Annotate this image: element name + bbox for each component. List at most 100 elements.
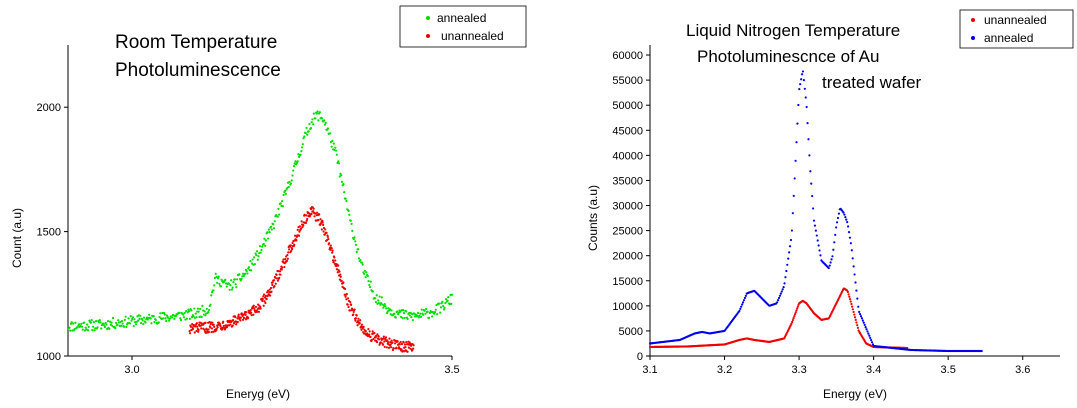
left-point-annealed — [442, 304, 445, 308]
right-point-annealed — [809, 170, 812, 173]
left-point-annealed — [430, 315, 434, 318]
left-point-annealed — [80, 325, 84, 328]
left-point-unannealed — [349, 300, 352, 304]
left-point-annealed — [381, 303, 384, 306]
left-point-unannealed — [209, 326, 212, 329]
left-point-unannealed — [409, 347, 412, 350]
left-point-annealed — [162, 317, 165, 320]
left-point-annealed — [354, 243, 358, 246]
right-point-annealed — [830, 258, 833, 261]
left-point-unannealed — [216, 326, 219, 329]
right-point-annealed — [814, 229, 817, 232]
right-y-ticks: 0 5000 10000 15000 20000 25000 30000 35000 40000… — [612, 50, 650, 363]
left-point-unannealed — [235, 323, 238, 326]
left-point-unannealed — [296, 228, 299, 231]
left-point-annealed — [123, 325, 126, 328]
right-point-annealed — [811, 194, 814, 198]
left-point-annealed — [141, 319, 144, 322]
right-point-annealed — [851, 257, 854, 260]
left-point-annealed — [235, 286, 238, 289]
left-point-annealed — [434, 308, 437, 311]
right-y-tick-label: 30000 — [612, 201, 643, 213]
right-point-annealed — [808, 154, 811, 157]
left-point-annealed — [255, 250, 259, 253]
left-point-unannealed — [321, 221, 324, 224]
left-point-annealed — [443, 306, 446, 309]
left-point-unannealed — [402, 341, 405, 344]
left-point-annealed — [266, 231, 269, 234]
left-point-annealed — [185, 309, 188, 313]
left-point-unannealed — [379, 341, 382, 344]
left-point-annealed — [326, 127, 330, 130]
left-point-unannealed — [196, 325, 199, 328]
left-point-unannealed — [270, 290, 273, 293]
left-point-annealed — [441, 300, 444, 303]
left-point-annealed — [185, 317, 188, 320]
left-point-annealed — [238, 273, 241, 276]
left-point-unannealed — [335, 268, 339, 271]
right-point-annealed — [780, 290, 783, 293]
left-point-annealed — [450, 293, 454, 296]
left-point-annealed — [329, 132, 332, 135]
left-point-unannealed — [340, 279, 343, 282]
left-point-annealed — [252, 256, 256, 259]
left-point-annealed — [91, 329, 94, 332]
right-point-unannealed — [853, 313, 856, 316]
left-point-unannealed — [265, 298, 268, 301]
left-point-annealed — [153, 320, 156, 324]
left-point-unannealed — [308, 212, 311, 215]
left-point-annealed — [125, 325, 128, 329]
left-point-annealed — [272, 227, 276, 230]
left-point-annealed — [261, 245, 264, 248]
right-point-annealed — [788, 251, 791, 254]
right-point-annealed — [818, 249, 821, 252]
left-point-annealed — [318, 111, 321, 114]
left-point-annealed — [308, 122, 311, 126]
left-point-unannealed — [234, 316, 237, 319]
left-point-annealed — [310, 121, 313, 124]
left-point-unannealed — [322, 223, 325, 226]
left-point-unannealed — [368, 333, 371, 336]
left-point-unannealed — [407, 346, 410, 349]
left-point-unannealed — [290, 249, 293, 252]
left-point-annealed — [291, 174, 294, 177]
right-y-tick-label: 0 — [637, 351, 643, 363]
left-point-annealed — [72, 322, 75, 325]
right-point-annealed — [856, 297, 859, 300]
left-point-annealed — [105, 323, 108, 326]
left-point-annealed — [219, 285, 222, 288]
left-point-annealed — [74, 321, 77, 324]
left-point-unannealed — [243, 316, 246, 319]
left-point-annealed — [410, 316, 413, 319]
left-point-annealed — [135, 320, 138, 323]
left-point-annealed — [132, 324, 135, 328]
left-point-annealed — [420, 308, 423, 311]
right-point-annealed — [740, 305, 743, 308]
left-x-axis-label: Eneryg (eV) — [226, 387, 290, 401]
left-point-unannealed — [252, 304, 255, 307]
right-point-annealed — [865, 328, 868, 331]
left-point-annealed — [347, 209, 350, 213]
left-point-unannealed — [207, 328, 210, 331]
right-point-annealed — [857, 305, 860, 308]
left-legend-marker-annealed — [426, 16, 430, 20]
right-y-tick-label: 60000 — [612, 50, 643, 62]
left-point-unannealed — [370, 338, 373, 342]
left-point-annealed — [225, 285, 228, 288]
left-point-annealed — [323, 119, 326, 122]
left-point-unannealed — [213, 325, 216, 328]
left-point-annealed — [152, 314, 155, 318]
left-point-unannealed — [377, 335, 380, 338]
right-y-tick-label: 40000 — [612, 150, 643, 162]
left-point-annealed — [292, 165, 296, 168]
left-point-annealed — [436, 313, 439, 316]
left-point-annealed — [433, 310, 437, 314]
left-point-annealed — [276, 215, 279, 218]
left-point-unannealed — [371, 330, 374, 333]
left-point-annealed — [83, 321, 86, 324]
left-point-annealed — [90, 319, 93, 322]
right-point-annealed — [744, 294, 747, 297]
left-point-unannealed — [262, 295, 265, 298]
right-x-tick-label: 3.6 — [1015, 364, 1030, 376]
left-point-annealed — [425, 307, 428, 311]
